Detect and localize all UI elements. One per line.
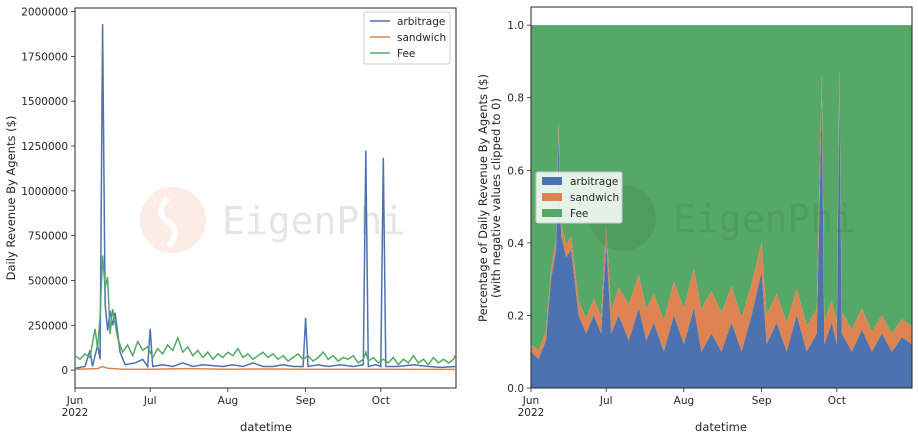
y-tick-label: 750000 [28, 231, 68, 243]
legend-swatch-fee [542, 209, 562, 217]
plot-frame [74, 7, 457, 389]
legend-label-arbitrage: arbitrage [397, 16, 445, 28]
x-tick-label: 2022 [518, 407, 545, 419]
area-series-group [531, 25, 912, 388]
legend-swatch-arbitrage [542, 177, 562, 185]
y-tick-label: 250000 [28, 320, 68, 332]
x-tick-label: Oct [828, 395, 846, 407]
x-tick-label: Sep [752, 395, 772, 407]
plot-frame [530, 6, 913, 389]
series-area-sandwich [531, 68, 912, 359]
y-tick-label: 0.0 [507, 383, 524, 395]
y-tick-label: 0.8 [507, 93, 524, 105]
y-tick-labels: 0.0 0.2 0.4 0.6 0.8 1.0 [507, 20, 531, 395]
x-tick-label: Jun [66, 395, 83, 407]
series-line-arbitrage [74, 24, 457, 370]
x-tick-label: Jul [143, 395, 157, 407]
y-tick-label: 0.4 [507, 238, 524, 250]
y-tick-labels: 0 250000 500000 750000 1000000 1250000 1500000… [21, 7, 75, 377]
series-area-arbitrage [531, 90, 912, 388]
legend-label-fee: Fee [397, 48, 415, 60]
legend-label-arbitrage: arbitrage [570, 176, 618, 188]
x-tick-label: Aug [674, 395, 695, 407]
watermark-logo-mark [158, 195, 178, 249]
legend: arbitrage sandwich Fee [363, 11, 451, 65]
x-tick-label: Sep [296, 395, 316, 407]
x-tick-label: 2022 [62, 407, 89, 419]
watermark: EigenPhi [140, 187, 405, 253]
y-tick-label: 2000000 [21, 7, 68, 19]
left-panel: EigenPhi 0 250000 500000 750000 1000000 12500… [4, 7, 457, 434]
y-tick-label: 0.6 [507, 165, 524, 177]
y-axis-label-secondary: (with negative values clipped to 0) [489, 98, 503, 298]
series-line-fee [74, 255, 457, 366]
y-tick-label: 1000000 [21, 186, 68, 198]
watermark-logo [140, 187, 206, 253]
y-tick-label: 0 [61, 365, 68, 377]
legend-label-sandwich: sandwich [570, 192, 619, 204]
y-tick-label: 0.2 [507, 310, 524, 322]
y-tick-label: 500000 [28, 275, 68, 287]
x-axis-label: datetime [240, 420, 292, 434]
legend-label-fee: Fee [570, 208, 588, 220]
x-tick-label: Jul [599, 395, 613, 407]
y-tick-label: 1.0 [507, 20, 524, 32]
series-area-fee [531, 25, 912, 351]
x-tick-label: Aug [218, 395, 239, 407]
x-axis-label: datetime [695, 420, 747, 434]
watermark-text: EigenPhi [222, 199, 405, 243]
legend-swatch-sandwich [542, 193, 562, 201]
line-series-group [74, 24, 457, 371]
legend: arbitrage sandwich Fee [535, 171, 623, 224]
watermark: EigenPhi [590, 185, 856, 251]
x-tick-label: Oct [372, 395, 390, 407]
y-axis-label: Daily Revenue By Agents ($) [4, 116, 18, 281]
x-tick-label: Jun [522, 395, 539, 407]
y-tick-label: 1750000 [21, 51, 68, 63]
legend-box [363, 11, 451, 65]
series-line-sandwich [74, 365, 456, 371]
watermark-text: EigenPhi [673, 197, 856, 241]
y-tick-label: 1250000 [21, 141, 68, 153]
y-axis-label: Percentage of Daily Revenue By Agents ($… [476, 74, 490, 322]
y-tick-label: 1500000 [21, 96, 68, 108]
legend-label-sandwich: sandwich [397, 32, 446, 44]
